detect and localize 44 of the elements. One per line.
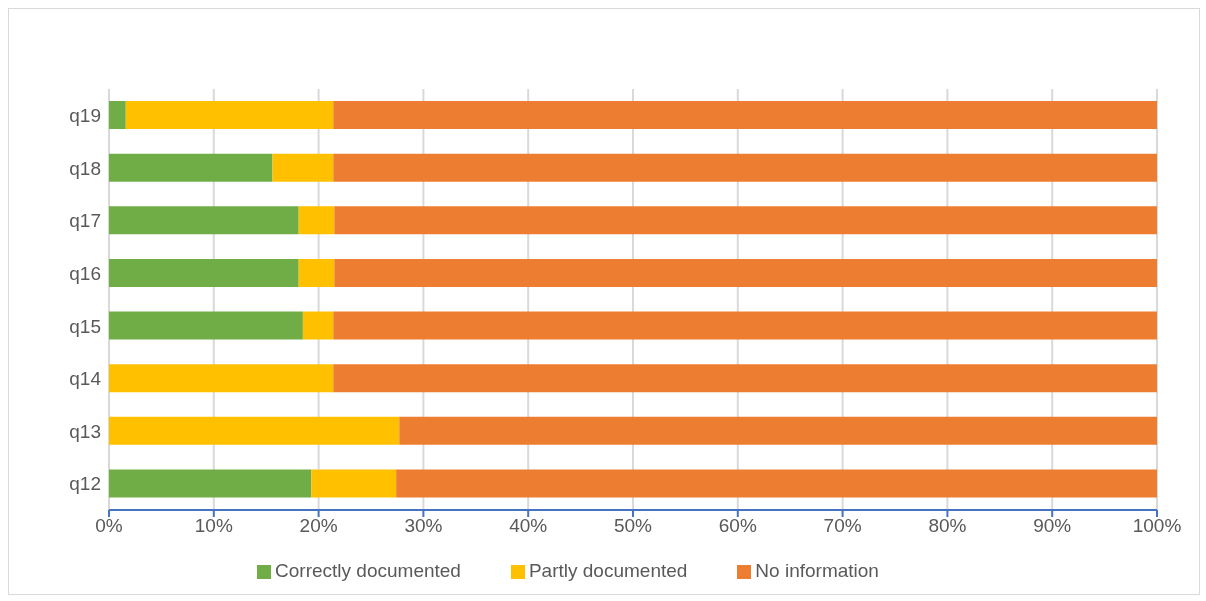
x-tick-label: 100% [1132, 515, 1182, 537]
x-tick-label: 80% [928, 515, 967, 537]
bar [333, 311, 1157, 340]
legend-label: No information [755, 560, 879, 581]
y-tick-label: q18 [69, 157, 101, 179]
bar [109, 153, 273, 182]
bar [298, 258, 335, 287]
y-tick-label: q15 [69, 315, 101, 337]
x-tick-label: 70% [823, 515, 862, 537]
bar [109, 416, 400, 445]
bar [109, 469, 312, 498]
bar [272, 153, 334, 182]
bar [298, 206, 335, 235]
y-tick-label: q17 [69, 210, 101, 232]
bar [109, 101, 126, 129]
bar [109, 258, 299, 287]
bar [109, 311, 303, 340]
x-tick-label: 60% [718, 515, 757, 537]
x-tick-label: 10% [194, 515, 233, 537]
bar [396, 469, 1157, 498]
y-tick-label: q13 [69, 420, 101, 442]
x-tick-label: 90% [1033, 515, 1072, 537]
x-tick-label: 30% [404, 515, 443, 537]
x-tick-label: 40% [509, 515, 548, 537]
x-tick-label: 50% [613, 515, 653, 537]
bar [302, 311, 334, 340]
x-tick-label: 0% [95, 515, 123, 537]
y-tick-label: q12 [69, 473, 101, 495]
bar [125, 101, 334, 129]
bar [333, 101, 1157, 129]
bar [333, 364, 1157, 393]
x-tick-label: 20% [299, 515, 338, 537]
bar [311, 469, 397, 498]
y-tick-label: q14 [69, 368, 102, 390]
y-tick-label: q19 [69, 105, 101, 127]
legend-label: Correctly documented [275, 560, 461, 581]
bar [334, 258, 1157, 287]
bar [109, 364, 334, 393]
legend-label: Partly documented [528, 560, 688, 581]
bar [399, 416, 1157, 445]
bar [333, 153, 1157, 182]
y-tick-label: q16 [69, 262, 101, 284]
bar [109, 206, 299, 235]
bar [334, 206, 1157, 235]
